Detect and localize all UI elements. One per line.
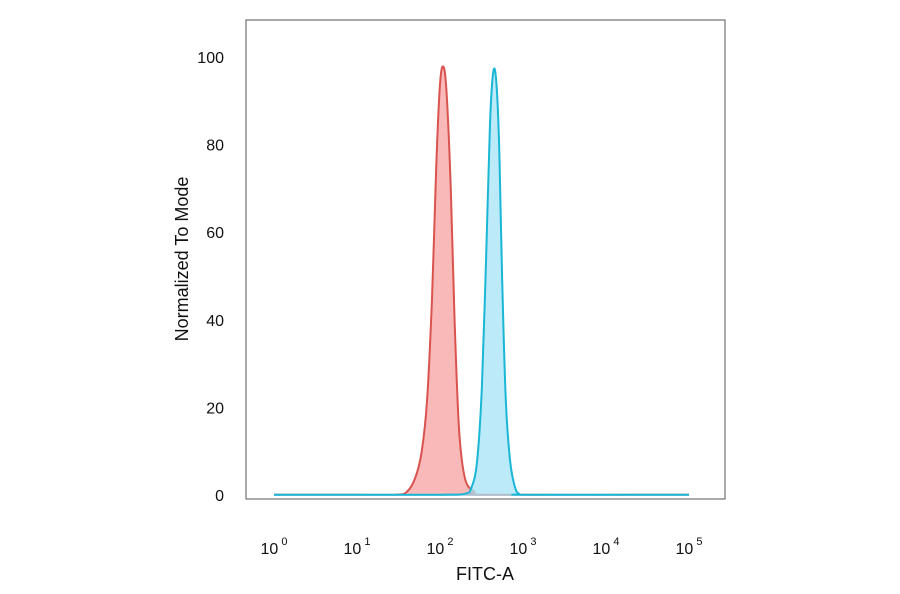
- series-2-area: [274, 68, 689, 497]
- series-1-line: [273, 65, 690, 496]
- y-tick-labels: 0 20 40 60 80 100: [197, 50, 224, 505]
- y-tick-label: 0: [215, 488, 224, 505]
- series-2-line: [273, 67, 690, 496]
- x-tick-label: 10 3: [510, 536, 537, 558]
- x-tick-label: 10 0: [261, 536, 288, 558]
- x-tick-label: 10 4: [593, 536, 620, 558]
- y-tick-label: 80: [206, 138, 224, 155]
- y-tick-label: 40: [206, 313, 224, 330]
- series-layer: [273, 65, 690, 497]
- x-axis-title: FITC-A: [456, 564, 514, 584]
- y-tick-label: 100: [197, 50, 224, 67]
- plot-frame: [245, 19, 726, 500]
- y-axis-title: Normalized To Mode: [172, 177, 192, 342]
- y-tick-label: 60: [206, 225, 224, 242]
- x-tick-label: 10 2: [427, 536, 454, 558]
- x-tick-labels: 10 0 10 1 10 2 10 3 10 4 10 5: [261, 536, 703, 558]
- y-tick-label: 20: [206, 400, 224, 417]
- x-tick-label: 10 1: [344, 536, 371, 558]
- x-tick-label: 10 5: [676, 536, 703, 558]
